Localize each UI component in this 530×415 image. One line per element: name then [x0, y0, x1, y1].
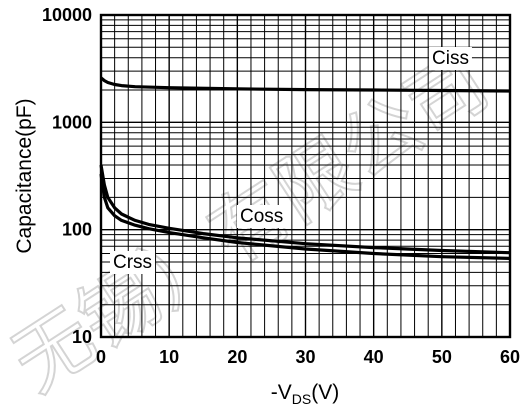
x-tick-label: 20 — [227, 347, 247, 367]
x-tick-label: 60 — [500, 347, 520, 367]
series-line-coss — [99, 164, 511, 255]
series-label-bg — [237, 205, 287, 228]
x-axis-title: -VDS(V) — [271, 381, 339, 407]
series-label-ciss: Ciss — [432, 48, 469, 69]
y-tick-label: 10000 — [42, 5, 92, 25]
x-tick-label: 0 — [96, 347, 106, 367]
series-line-ciss — [99, 76, 511, 93]
x-tick-label: 30 — [295, 347, 315, 367]
series-label-bg — [110, 251, 156, 274]
series-line-crss — [99, 173, 511, 260]
x-tick-label: 50 — [432, 347, 452, 367]
y-axis-title: Capacitance(pF) — [13, 98, 36, 253]
y-tick-label: 10 — [72, 327, 92, 347]
series-label-bg — [429, 47, 472, 70]
series-label-coss: Coss — [240, 206, 283, 227]
series-label-crss: Crss — [113, 252, 152, 273]
x-tick-label: 10 — [159, 347, 179, 367]
y-tick-label: 1000 — [52, 112, 92, 132]
x-tick-label: 40 — [364, 347, 384, 367]
y-tick-label: 100 — [62, 220, 92, 240]
